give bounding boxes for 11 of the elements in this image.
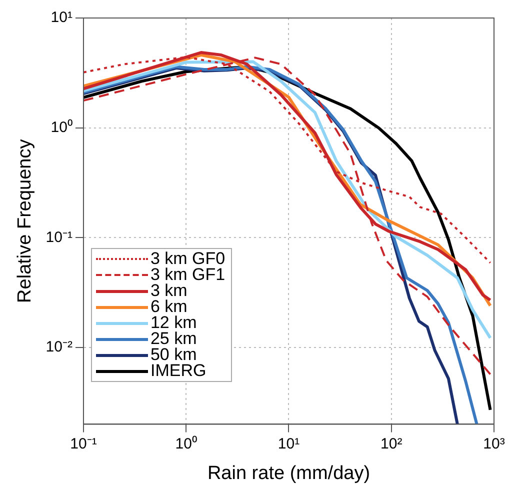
y-tick-label: 10⁰ [50,118,72,136]
x-tick-label: 10⁰ [175,435,197,452]
y-tick-label: 10¹ [50,9,72,26]
y-tick-label: 10⁻² [46,338,72,356]
x-tick-label: 10³ [483,435,505,452]
x-tick-label: 10⁻¹ [70,435,97,452]
y-tick-label: 10⁻¹ [46,228,72,246]
x-tick-label: 10¹ [278,435,300,452]
y-axis-title: Relative Frequency [14,138,36,303]
x-axis-title: Rain rate (mm/day) [207,462,370,484]
x-tick-label: 10² [380,435,402,452]
